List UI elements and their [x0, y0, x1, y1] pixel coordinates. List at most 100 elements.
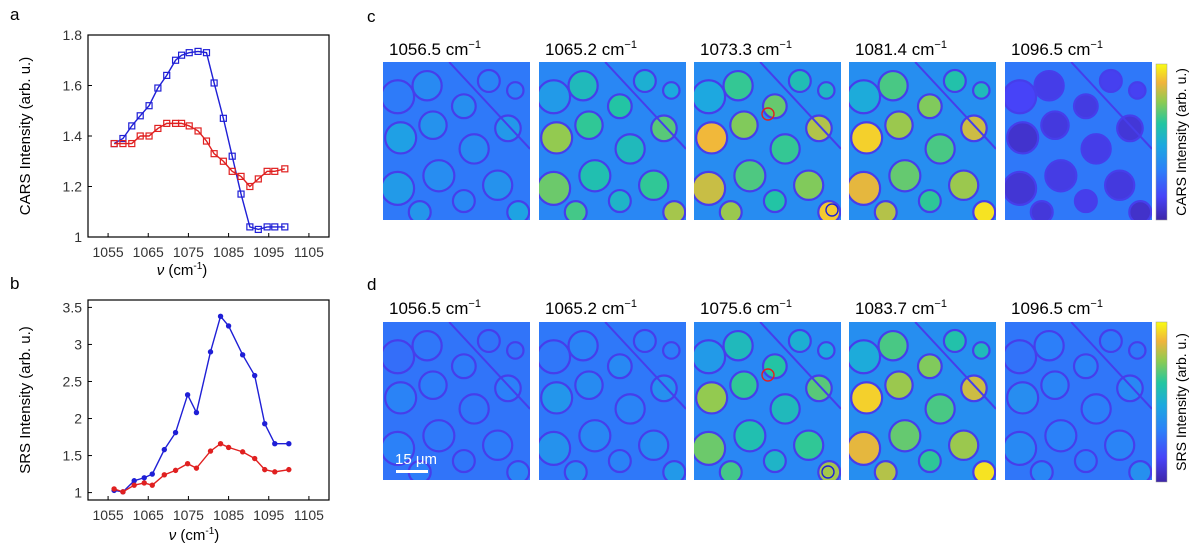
micrograph	[694, 322, 841, 480]
cell-group	[694, 322, 841, 480]
cell	[383, 79, 416, 115]
wavenumber-unit: cm	[441, 299, 468, 318]
data-point	[219, 114, 227, 122]
cell	[947, 169, 980, 202]
x-tick-label: 1065	[133, 507, 164, 523]
cell	[407, 200, 432, 220]
data-point	[281, 223, 289, 231]
x-axis-sup: -1	[193, 261, 202, 272]
x-tick-label: 1075	[173, 244, 204, 260]
data-point	[254, 225, 262, 234]
cell-group	[849, 322, 996, 480]
cell	[632, 68, 657, 94]
wavenumber-sup: −1	[624, 298, 637, 310]
cell	[505, 81, 525, 100]
cars-colorbar-label: CARS Intensity (arb. u.)	[1173, 68, 1189, 216]
data-point	[141, 475, 147, 481]
cell	[539, 430, 572, 466]
wavenumber-value: 1056.5	[389, 299, 441, 318]
cell	[607, 188, 632, 214]
wavenumber-unit: cm	[907, 299, 934, 318]
data-point	[286, 466, 292, 473]
cell	[574, 110, 604, 141]
x-tick-label: 1105	[294, 507, 324, 523]
roi-circle-blue	[821, 465, 835, 479]
data-point	[219, 157, 227, 165]
cell	[884, 370, 914, 401]
x-axis-unit: (cm	[164, 262, 193, 279]
data-point	[202, 49, 211, 57]
cell	[1072, 353, 1099, 380]
roi-circle-red	[761, 107, 775, 121]
x-tick-label: 1055	[93, 507, 124, 523]
roi-circle-red	[761, 368, 775, 382]
cell	[769, 393, 801, 425]
cell	[384, 121, 418, 155]
cell	[694, 79, 727, 115]
cell	[729, 110, 759, 141]
cell	[1103, 429, 1136, 462]
data-point	[141, 480, 147, 486]
srs-colorbar	[1155, 321, 1168, 483]
cell	[476, 328, 501, 354]
wavenumber-sup: −1	[779, 298, 792, 310]
micrograph	[694, 62, 841, 220]
data-point	[145, 132, 153, 140]
data-point	[110, 139, 118, 148]
wavenumber-value: 1075.6	[700, 299, 752, 318]
wavenumber-value: 1096.5	[1011, 299, 1063, 318]
cell	[476, 68, 501, 94]
wavenumber-sup: −1	[468, 39, 481, 51]
cell	[877, 69, 909, 102]
data-point	[120, 489, 126, 495]
cell	[411, 69, 443, 102]
cell	[1073, 448, 1098, 474]
cell	[632, 328, 657, 354]
cell	[947, 429, 980, 462]
data-point	[177, 119, 186, 127]
cell	[539, 170, 572, 206]
cell	[567, 329, 599, 362]
cell	[924, 393, 956, 425]
cell	[1128, 200, 1152, 220]
data-point	[128, 122, 136, 130]
y-tick-label: 1.5	[63, 448, 83, 464]
data-point	[185, 122, 193, 130]
wavenumber-unit: cm	[1063, 40, 1090, 59]
cell	[1080, 133, 1112, 165]
data-point	[193, 465, 200, 471]
cell	[850, 121, 884, 155]
micrograph	[1005, 322, 1152, 480]
data-point	[194, 127, 202, 135]
y-axis-label: SRS Intensity (arb. u.)	[17, 326, 34, 474]
cell	[816, 341, 836, 360]
cell	[972, 460, 996, 480]
data-point	[172, 429, 179, 436]
y-tick-label: 1.4	[63, 128, 83, 144]
cell	[614, 393, 646, 425]
cell	[494, 114, 522, 143]
cell	[722, 69, 754, 102]
data-point	[163, 71, 171, 80]
data-point	[171, 56, 180, 64]
cell	[481, 429, 514, 462]
data-point	[271, 167, 279, 175]
cell	[506, 460, 530, 480]
y-tick-label: 2	[74, 411, 82, 427]
x-tick-label: 1075	[173, 507, 204, 523]
cell	[383, 339, 416, 375]
data-point	[119, 139, 127, 148]
cell	[805, 114, 833, 143]
cell	[1073, 188, 1098, 214]
series-line-0	[113, 314, 289, 493]
cell	[1127, 341, 1147, 360]
x-tick-label: 1085	[213, 507, 244, 523]
cell	[850, 381, 884, 415]
cell	[694, 170, 727, 206]
cell	[494, 374, 522, 403]
cell	[1044, 159, 1078, 193]
data-point	[207, 448, 214, 454]
cell	[1080, 393, 1112, 425]
wavenumber-label: 1056.5 cm−1	[389, 298, 481, 318]
x-tick-label: 1085	[213, 244, 244, 260]
